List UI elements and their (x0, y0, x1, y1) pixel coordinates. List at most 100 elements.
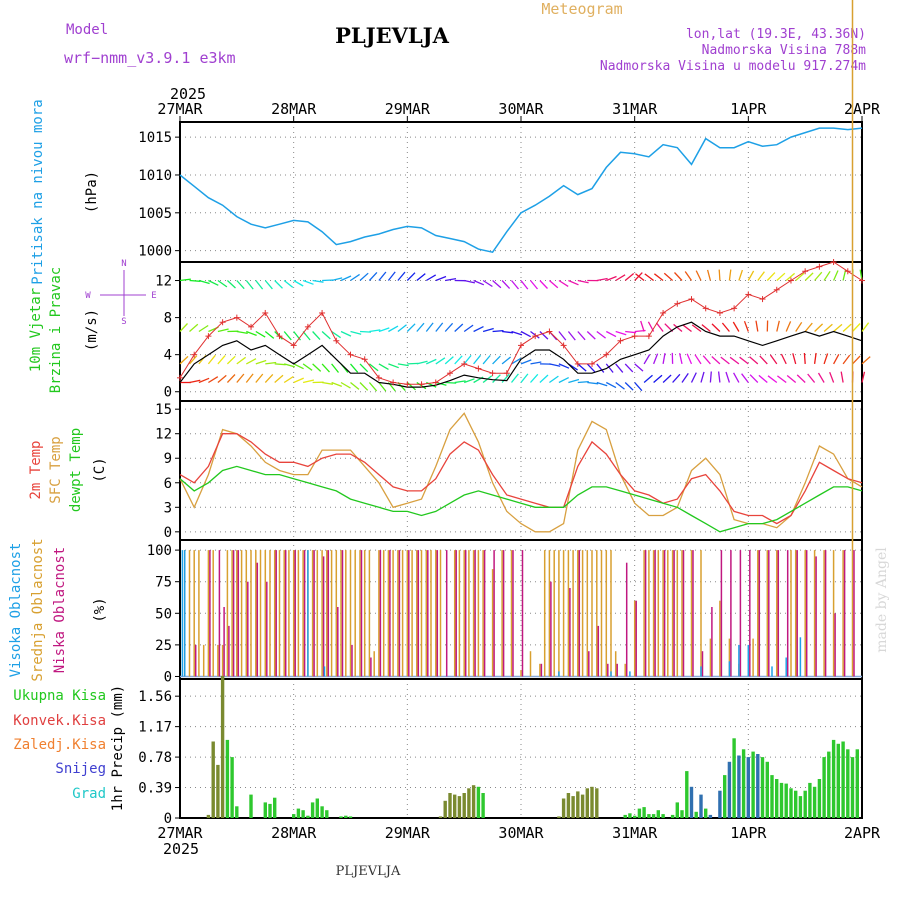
y-tick-label: 0.78 (138, 750, 172, 766)
wind-title-line1: 10m Vjetar (28, 288, 44, 372)
wind-arrow (691, 324, 702, 333)
x-tick-label-bottom: 29MAR (385, 824, 431, 842)
precip-bar (656, 810, 660, 818)
wind-arrow (684, 271, 693, 281)
precip-bar (310, 802, 315, 818)
wind-arrow (577, 279, 589, 284)
wind-title-line2: Brzina i Pravac (48, 267, 64, 393)
wind-arrow (426, 358, 437, 365)
wind-arrow (189, 279, 201, 282)
wind-arrow (539, 374, 549, 383)
wind-arrow (274, 363, 286, 366)
wind-arrow (706, 269, 712, 281)
wind-arrow (539, 280, 548, 289)
wind-arrow (482, 327, 494, 333)
wind-arrow (236, 356, 246, 365)
precip-bar (779, 782, 784, 818)
wind-arrow (785, 272, 796, 281)
precip-bar (590, 786, 594, 818)
wind-arrow (378, 327, 390, 333)
wind-arrow (473, 354, 482, 365)
wind-arrow (624, 382, 634, 391)
wind-arrow (586, 331, 596, 340)
precip-title-total: Ukupna Kisa (13, 688, 106, 704)
wind-arrow (331, 277, 343, 282)
wind-arrow (529, 280, 539, 290)
wind-arrow (767, 375, 778, 384)
precip-bar (727, 761, 732, 818)
precip-bar (216, 764, 220, 818)
wind-arrow (625, 330, 637, 334)
precip-bar (637, 808, 642, 818)
wind-arrow (747, 270, 755, 281)
precip-title-conv: Konvek.Kisa (13, 713, 106, 729)
wind-arrow (842, 354, 851, 365)
y-tick-label: 25 (155, 638, 172, 654)
wind-arrow (749, 374, 759, 383)
precip-bar (704, 808, 708, 818)
precip-bar (741, 749, 746, 818)
wind-arrow (549, 363, 561, 367)
wind-arrow (312, 363, 322, 372)
precip-bar (292, 814, 296, 818)
precip-bar (751, 751, 755, 818)
wind-arrow (236, 280, 245, 290)
wind-arrow (807, 373, 816, 383)
wind-arrow (643, 354, 651, 365)
panel-frame-precip (179, 678, 863, 819)
wind-arrow (501, 280, 511, 289)
wind-arrow (179, 323, 188, 332)
wind-arrow (284, 363, 295, 368)
wind-arrow (492, 374, 501, 383)
wind-arrow (755, 320, 759, 332)
precip-bar (855, 749, 859, 818)
wind-arrow (861, 371, 866, 383)
precip-bar (732, 738, 736, 818)
wind-arrow (350, 330, 362, 335)
wind-arrow (454, 355, 463, 365)
wind-arrow (368, 363, 379, 372)
wind-arrow (840, 371, 844, 383)
wind-arrow (852, 355, 861, 365)
wind-arrow (226, 280, 236, 289)
precip-bar (481, 793, 485, 818)
wind-arrow (482, 355, 491, 365)
wind-arrow (245, 358, 257, 365)
wind-arrow (739, 356, 749, 365)
wind-arrow (246, 330, 257, 337)
wind-arrow (425, 322, 434, 332)
footer-station: PLJEVLJA (336, 864, 401, 879)
precip-bar (580, 794, 585, 818)
wind-arrow (208, 376, 219, 384)
wind-arrow (634, 382, 643, 392)
wind-arrow (681, 373, 689, 383)
wind-arrow (520, 280, 529, 290)
wind-arrow (368, 382, 378, 392)
wind-arrow (786, 374, 797, 384)
wind-arrow (558, 363, 570, 369)
wind-arrow (795, 272, 805, 281)
precip-bar (846, 749, 850, 818)
precip-bar (348, 816, 353, 818)
y-tick-label: 12 (155, 274, 172, 290)
wind-arrow (340, 330, 352, 337)
wind-arrow (596, 330, 606, 339)
y-tick-label: 75 (155, 575, 172, 591)
wind-arrow (717, 371, 721, 383)
wind-arrow (464, 279, 476, 284)
precip-bar (784, 783, 788, 818)
year-label-top: 2025 (170, 85, 206, 103)
wind-arrow (662, 374, 672, 383)
wind-arrow (520, 359, 532, 365)
precip-bar (765, 761, 769, 818)
product-title: Meteogram (541, 0, 622, 18)
x-tick-label-top: 1APR (730, 100, 767, 118)
wind-arrow (635, 273, 645, 282)
wind-arrow (757, 271, 765, 281)
wind-arrow (672, 373, 681, 383)
wind-arrow (643, 374, 653, 383)
wind-arrow (596, 277, 608, 282)
wind-arrow (473, 279, 485, 286)
y-tick-label: 6 (164, 476, 172, 492)
wind-compass: N S W E (85, 259, 156, 327)
